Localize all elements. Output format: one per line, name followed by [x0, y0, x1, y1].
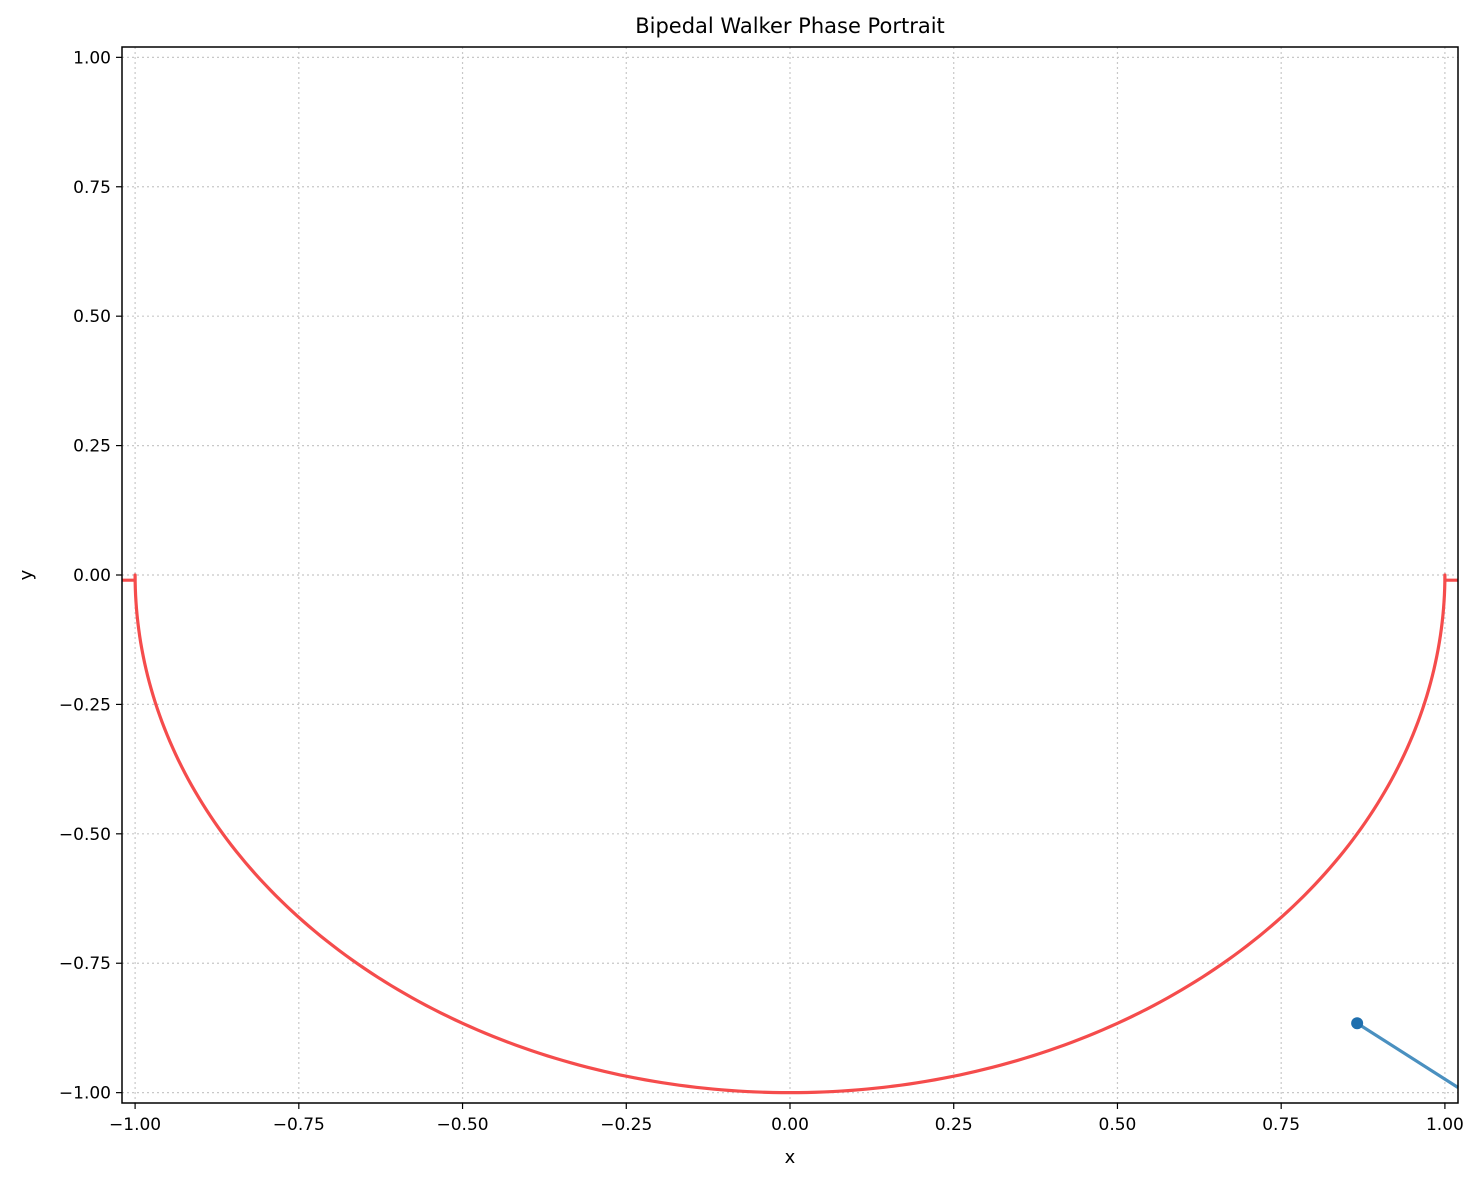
x-tick-label: 1.00: [1426, 1115, 1464, 1135]
plot-area: [122, 573, 1459, 1095]
y-tick-label: −0.75: [59, 954, 111, 974]
x-tick-label: −0.75: [273, 1115, 325, 1135]
y-tick-label: 0.50: [73, 307, 111, 327]
chart-title: Bipedal Walker Phase Portrait: [635, 14, 945, 38]
leg-segment: [1356, 1021, 1459, 1089]
y-axis-label: y: [16, 569, 37, 580]
trajectory-line: [122, 573, 1458, 1095]
y-tick-label: 1.00: [73, 48, 111, 68]
x-tick-label: −0.25: [600, 1115, 652, 1135]
grid: [122, 47, 1458, 1103]
x-tick-label: 0.75: [1262, 1115, 1300, 1135]
axis-ticks: −1.00 −0.75 −0.50 −0.25 0.00 0.25 0.50 0.75 1.00…: [59, 48, 1464, 1135]
x-tick-label: 0.50: [1099, 1115, 1137, 1135]
y-tick-label: −0.25: [59, 695, 111, 715]
leg-point-marker: [1351, 1017, 1364, 1030]
x-tick-label: 0.25: [935, 1115, 973, 1135]
y-tick-label: 0.75: [73, 178, 111, 198]
x-tick-label: −1.00: [109, 1115, 161, 1135]
y-tick-label: −1.00: [59, 1084, 111, 1104]
x-axis-label: x: [785, 1147, 796, 1168]
y-tick-label: 0.25: [73, 437, 111, 457]
x-tick-label: 0.00: [771, 1115, 809, 1135]
y-tick-label: 0.00: [73, 566, 111, 586]
y-tick-label: −0.50: [59, 825, 111, 845]
x-tick-label: −0.50: [436, 1115, 488, 1135]
